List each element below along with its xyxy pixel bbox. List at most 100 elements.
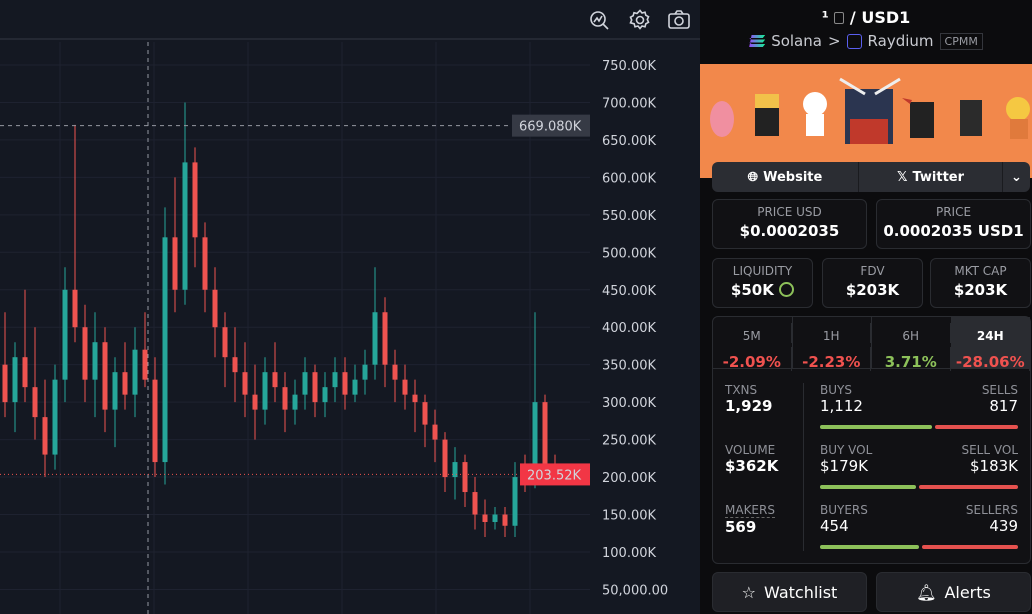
tab-label: 6H [872, 323, 951, 343]
market-cap-value: $203K [953, 281, 1008, 299]
twitter-button[interactable]: 𝕏 Twitter [859, 162, 1003, 192]
fdv-card: FDV $203K [822, 258, 923, 308]
candle-body [212, 289, 218, 328]
tab-6h[interactable]: 6H 3.71% [872, 317, 952, 371]
volume-label: VOLUME [725, 443, 776, 457]
chain-link[interactable]: Solana [771, 32, 822, 50]
trading-stats-card: 5M -2.09% 1H -2.23% 6H 3.71% 24H -28.06% TXNS 1… [712, 316, 1031, 564]
crosshair-price-label: 669.080K [519, 120, 582, 135]
candle-body [172, 237, 178, 290]
candle-body [72, 289, 78, 328]
chevron-down-icon[interactable]: ⌄ [1011, 169, 1022, 185]
volume-sell-side: SELL VOL $183K [961, 443, 1018, 475]
tab-1h[interactable]: 1H -2.23% [793, 317, 872, 371]
txns-sell-label: SELLS [981, 383, 1018, 397]
y-tick-label: 600.00K [602, 171, 656, 186]
txns-value: 1,929 [725, 397, 773, 415]
indicator-icon[interactable] [587, 8, 611, 32]
y-tick-label: 150.00K [602, 509, 656, 524]
candle-body [482, 514, 488, 523]
x-logo-icon: 𝕏 [896, 169, 908, 185]
market-cap-label: MKT CAP [954, 264, 1007, 278]
volume-buy-bar [820, 485, 916, 489]
candle-body [12, 357, 18, 403]
candle-body [402, 379, 408, 395]
settings-gear-icon[interactable] [628, 8, 652, 32]
makers-buy-side: BUYERS 454 [820, 503, 868, 535]
candle-body [202, 237, 208, 290]
candle-body [512, 477, 518, 526]
candle-body [112, 372, 118, 410]
candle-body [422, 402, 428, 425]
crosshair-price-tag [512, 114, 590, 137]
tab-24h[interactable]: 24H -28.06% [951, 317, 1030, 371]
candle-body [262, 372, 268, 410]
price-chart[interactable]: 750.00K 700.00K 650.00K 600.00K 550.00K 500.0… [0, 0, 700, 614]
liquidity-card: LIQUIDITY $50K [712, 258, 813, 308]
candle-body [162, 237, 168, 463]
candle-body [392, 364, 398, 380]
candle-body [182, 162, 188, 290]
tab-change: 3.71% [872, 347, 951, 371]
candle-body [492, 514, 498, 523]
makers-sell-side: SELLERS 439 [966, 503, 1018, 535]
copy-icon[interactable] [834, 12, 845, 24]
volume-sell-label: SELL VOL [961, 443, 1018, 457]
fdv-label: FDV [860, 264, 885, 278]
txns-sell-side: SELLS 817 [982, 383, 1018, 415]
candle-body [302, 372, 308, 395]
candlestick-plot[interactable]: 750.00K 700.00K 650.00K 600.00K 550.00K 500.0… [0, 42, 700, 614]
candle-body [432, 424, 438, 440]
pixel-characters [710, 77, 1030, 144]
candle-body [372, 312, 378, 365]
txns-stat: TXNS 1,929 [725, 383, 772, 415]
candle-body [442, 439, 448, 478]
globe-icon: 🌐︎ [747, 169, 759, 185]
candle-body [232, 357, 238, 373]
chart-toolbar [0, 0, 700, 40]
y-tick-label: 700.00K [602, 96, 656, 111]
tab-change: -2.23% [793, 347, 871, 371]
token-banner-image [700, 64, 1032, 178]
dex-link[interactable]: Raydium [867, 32, 934, 50]
watchlist-button[interactable]: ☆ Watchlist [712, 572, 867, 612]
candle-body [222, 327, 228, 358]
alerts-label: Alerts [944, 582, 991, 602]
candle-body [352, 379, 358, 395]
alerts-button[interactable]: 🔔︎ Alerts [876, 572, 1031, 612]
timeframe-tabs: 5M -2.09% 1H -2.23% 6H 3.71% 24H -28.06% [713, 317, 1030, 371]
txns-buy-value: 1,112 [820, 397, 863, 415]
y-tick-label: 450.00K [602, 284, 656, 299]
volume-value: $362K [725, 457, 779, 475]
candle-body [102, 342, 108, 410]
twitter-label: Twitter [912, 169, 965, 185]
candle-body [32, 387, 38, 418]
watchlist-label: Watchlist [764, 582, 838, 602]
current-price-label: 203.52K [527, 468, 581, 483]
makers-sell-value: 439 [989, 517, 1018, 535]
current-price-tag [520, 463, 590, 486]
tab-label: 24H [952, 323, 1030, 343]
candle-body [242, 372, 248, 395]
txns-label: TXNS [725, 383, 758, 397]
y-tick-label: 750.00K [602, 59, 656, 74]
quote-symbol: / USD1 [849, 8, 911, 27]
solana-icon [749, 35, 766, 47]
candle-body [272, 372, 278, 388]
camera-screenshot-icon[interactable] [667, 8, 691, 32]
makers-buy-value: 454 [820, 517, 849, 535]
makers-buy-label: BUYERS [820, 503, 868, 517]
y-tick-label: 350.00K [602, 359, 656, 374]
txns-buy-label: BUYS [820, 383, 852, 397]
candle-body [542, 402, 548, 470]
website-button[interactable]: 🌐︎ Website [712, 162, 859, 192]
tab-change: -2.09% [713, 347, 792, 371]
lock-icon [779, 282, 795, 297]
candle-body [142, 349, 148, 380]
pair-title: ¹ / USD1 [700, 8, 1032, 27]
tab-5m[interactable]: 5M -2.09% [713, 317, 793, 371]
y-tick-label: 250.00K [602, 434, 656, 449]
txns-sell-bar [935, 425, 1018, 429]
candle-body [472, 492, 478, 515]
candle-body [462, 462, 468, 493]
